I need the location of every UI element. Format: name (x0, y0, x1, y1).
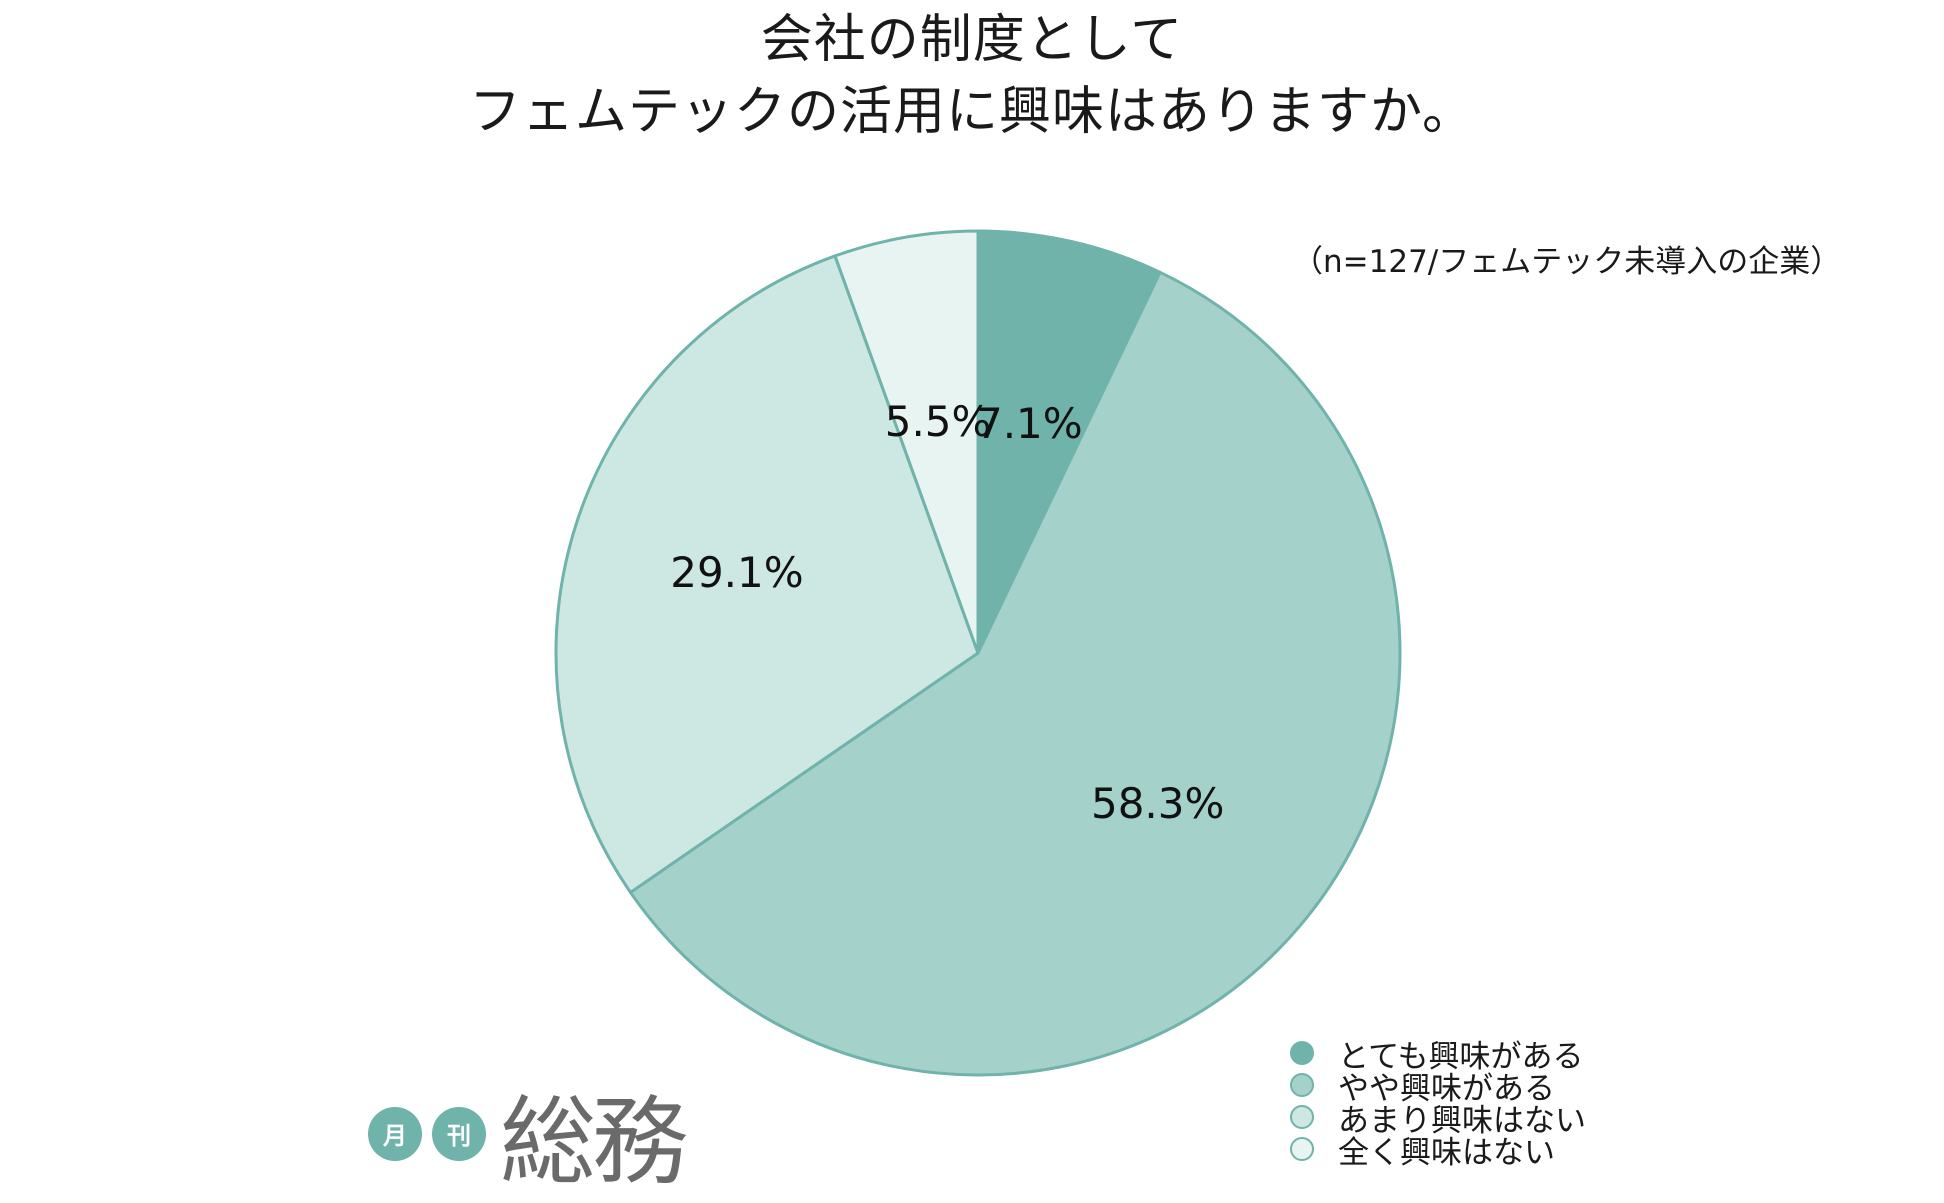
pie-slice (628, 270, 1402, 1077)
legend-label: あまり興味はない (1338, 1102, 1586, 1139)
slice-value-label: 58.3% (1091, 779, 1224, 828)
legend-item: とても興味がある (1290, 1037, 1586, 1075)
logo-wordmark: 総務 (500, 1086, 688, 1198)
legend-swatch (1290, 1073, 1314, 1097)
legend-label: やや興味がある (1338, 1070, 1555, 1107)
legend-swatch (1290, 1137, 1314, 1161)
legend-swatch (1290, 1105, 1314, 1129)
legend-swatch (1290, 1041, 1314, 1065)
chart-title-line-1: 会社の制度として (760, 10, 1184, 70)
legend-item: 全く興味はない (1290, 1133, 1586, 1171)
legend-item: あまり興味はない (1290, 1101, 1586, 1139)
legend-label: 全く興味はない (1338, 1134, 1555, 1171)
logo-badge-kan: 刊 (432, 1106, 486, 1161)
pie-chart: 7.1% 58.3% 29.1% 5.5% (554, 229, 1402, 1077)
logo-badge-tsuki: 月 (368, 1106, 422, 1161)
sample-size-note: （n=127/フェムテック未導入の企業） (1292, 244, 1842, 280)
pie-slice (833, 229, 980, 655)
slice-value-label: 29.1% (670, 548, 803, 597)
legend: とても興味がある やや興味がある あまり興味はない 全く興味はない (1290, 1037, 1586, 1171)
publisher-logo: 月 刊 総務 (368, 1064, 688, 1203)
chart-title-line-2: フェムテックの活用に興味はありますか。 (469, 82, 1475, 142)
legend-label: とても興味がある (1338, 1038, 1584, 1075)
slice-value-label: 7.1% (976, 399, 1083, 448)
slice-value-label: 5.5% (885, 397, 992, 446)
pie-slice (976, 229, 1162, 655)
legend-item: やや興味がある (1290, 1069, 1586, 1107)
pie-slice (554, 254, 980, 894)
